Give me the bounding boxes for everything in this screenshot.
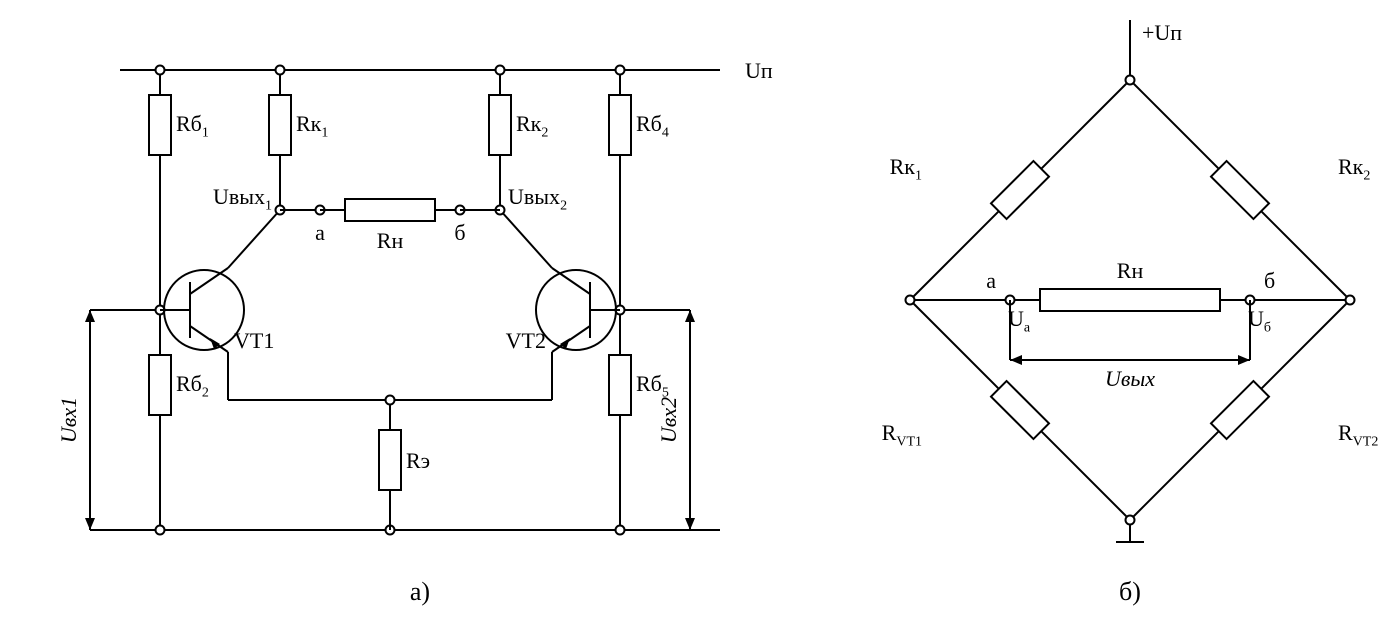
label-rk1: Rк1: [296, 111, 328, 141]
label-rk1-b: Rк1: [890, 154, 922, 184]
label-rb5: Rб5: [636, 371, 669, 401]
label-b-b: б: [1264, 268, 1275, 293]
supply-label: Uп: [745, 58, 773, 83]
label-rn: Rн: [377, 228, 404, 253]
label-rvt1: RVT1: [882, 420, 922, 450]
caption-a: а): [410, 577, 430, 606]
caption-b: б): [1119, 577, 1141, 606]
label-uout2: Uвых2: [508, 184, 567, 214]
label-rb2: Rб2: [176, 371, 209, 401]
label-vt2: VT2: [506, 328, 546, 353]
label-re: Rэ: [406, 448, 430, 473]
label-ua: Uа: [1008, 306, 1031, 336]
label-vt1: VT1: [234, 328, 274, 353]
label-rk2-b: Rк2: [1338, 154, 1370, 184]
supply-label-b: +Uп: [1142, 20, 1182, 45]
label-rn-b: Rн: [1117, 258, 1144, 283]
label-rk2: Rк2: [516, 111, 548, 141]
label-rvt2: RVT2: [1338, 420, 1378, 450]
label-rb1: Rб1: [176, 111, 209, 141]
label-ub: Uб: [1248, 306, 1271, 336]
label-b: б: [454, 220, 465, 245]
label-a: а: [315, 220, 325, 245]
label-uin1: Uвх1: [56, 397, 81, 443]
label-uout1: Uвых1: [213, 184, 272, 214]
label-a-b: а: [986, 268, 996, 293]
label-rb4: Rб4: [636, 111, 669, 141]
label-uout-b: Uвых: [1105, 366, 1155, 391]
label-uin2: Uвх2: [656, 397, 681, 443]
